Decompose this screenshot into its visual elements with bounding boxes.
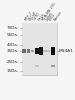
Text: Jurkat: Jurkat xyxy=(45,12,54,22)
Text: MDA-MB-231: MDA-MB-231 xyxy=(41,2,57,22)
Bar xyxy=(22,23,57,75)
Bar xyxy=(43,50,47,52)
Bar xyxy=(27,49,30,53)
Text: MS4A1: MS4A1 xyxy=(58,49,73,53)
Bar xyxy=(39,47,43,55)
Text: MCF-7: MCF-7 xyxy=(24,11,33,22)
Bar xyxy=(35,48,39,54)
Bar xyxy=(51,47,55,55)
Bar xyxy=(31,50,34,52)
Text: T47D: T47D xyxy=(33,12,41,22)
Bar xyxy=(22,49,26,53)
Text: 70Da-: 70Da- xyxy=(7,26,19,30)
Bar xyxy=(22,23,57,75)
Text: 15Da-: 15Da- xyxy=(7,69,19,73)
Text: 25Da-: 25Da- xyxy=(7,60,19,64)
Text: LNCaP: LNCaP xyxy=(28,11,38,22)
Text: 55Da-: 55Da- xyxy=(7,33,19,37)
Text: Ramos: Ramos xyxy=(53,10,63,22)
Text: HeLa: HeLa xyxy=(37,12,45,22)
Bar xyxy=(51,65,55,66)
Text: 35Da-: 35Da- xyxy=(7,49,19,53)
Text: K562: K562 xyxy=(49,13,57,22)
Bar xyxy=(35,65,39,66)
Text: 40Da-: 40Da- xyxy=(7,43,19,47)
Bar xyxy=(47,50,50,52)
